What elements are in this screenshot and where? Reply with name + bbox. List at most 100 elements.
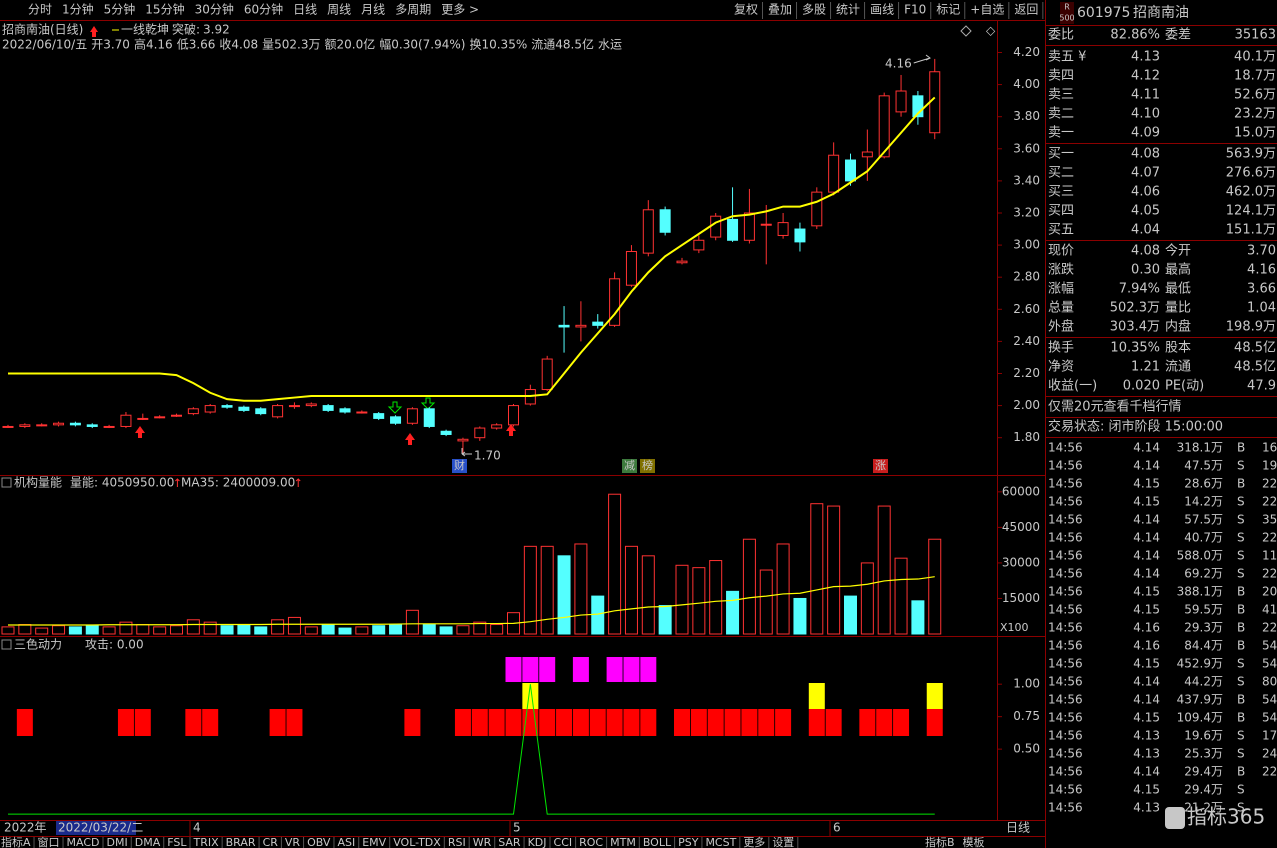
tick-count: 22 <box>1262 477 1277 491</box>
order-price: 4.09 <box>1131 126 1160 141</box>
volume-bar <box>844 595 857 635</box>
indicator-tab[interactable]: OBV <box>307 836 331 848</box>
event-badge[interactable] <box>622 459 637 473</box>
indicator-tab[interactable]: KDJ <box>528 836 547 848</box>
candle-body <box>457 438 469 442</box>
indicator-tab[interactable]: 窗口 <box>38 835 60 848</box>
period-label[interactable]: 日线 <box>1006 821 1030 835</box>
volume-bar <box>338 627 352 635</box>
event-badge[interactable] <box>452 459 467 473</box>
close-icon[interactable]: ◇ <box>986 24 996 38</box>
toolbar-button[interactable]: 15分钟 <box>145 2 184 17</box>
candle-body <box>811 191 823 227</box>
indicator-tab[interactable]: VOL-TDX <box>393 836 441 848</box>
toolbar-button[interactable]: 多股 <box>802 3 826 17</box>
red-block <box>893 709 910 736</box>
toolbar-button[interactable]: F10 <box>904 3 926 17</box>
indicator-tab[interactable]: SAR <box>498 836 521 848</box>
indicator-tab[interactable]: PSY <box>678 836 699 848</box>
tab-button[interactable]: 指标B <box>925 835 955 848</box>
indicator-tab[interactable]: FSL <box>167 836 187 848</box>
event-badge[interactable] <box>640 459 655 473</box>
breakout-value: 3.92 <box>203 23 230 37</box>
toolbar-button[interactable]: 日线 <box>293 3 317 17</box>
indicator-tab[interactable]: 设置 <box>772 836 794 848</box>
toolbar-button[interactable]: 返回 <box>1014 3 1038 17</box>
volume-bar <box>35 627 49 635</box>
candle-body <box>508 405 519 426</box>
toolbar-button[interactable]: 5分钟 <box>104 2 136 17</box>
event-label[interactable]: 榜 <box>642 458 653 472</box>
candle-body <box>171 414 182 417</box>
red-block <box>808 709 825 736</box>
promo-link[interactable]: 仅需20元查看千档行情 <box>1048 399 1182 415</box>
candle-body <box>541 358 553 391</box>
event-badge[interactable] <box>873 459 888 473</box>
tick-count: 41 <box>1262 603 1277 617</box>
quote-label: 流通 <box>1165 360 1191 375</box>
toolbar-button[interactable]: 月线 <box>361 3 385 17</box>
red-block <box>404 709 421 736</box>
toolbar-button[interactable]: 30分钟 <box>195 2 234 17</box>
toolbar-button[interactable]: 更多 > <box>441 3 479 17</box>
indicator-tab[interactable]: ROC <box>579 836 603 848</box>
tick-price: 4.14 <box>1133 441 1160 455</box>
tick-count: 54 <box>1262 693 1277 707</box>
toolbar-button[interactable]: 60分钟 <box>244 2 283 17</box>
toolbar-button[interactable]: 多周期 <box>395 3 431 17</box>
tick-price: 4.13 <box>1133 801 1160 815</box>
toolbar-button[interactable]: 标记 <box>936 3 960 17</box>
indicator-tab[interactable]: CR <box>263 836 279 848</box>
indicator-tab[interactable]: BOLL <box>643 836 672 848</box>
indicator-tab[interactable]: 更多 <box>743 835 765 848</box>
indicator-tab[interactable]: WR <box>473 836 492 848</box>
volume-bar <box>540 545 554 635</box>
red-block <box>707 709 724 736</box>
tick-price: 4.15 <box>1133 657 1160 671</box>
order-price: 4.06 <box>1131 185 1160 200</box>
red-block <box>16 709 33 736</box>
indicator-tab[interactable]: BRAR <box>226 836 256 848</box>
indicator-tab[interactable]: DMA <box>135 836 161 848</box>
tick-price: 4.15 <box>1133 477 1160 491</box>
toolbar-button[interactable]: 叠加 <box>768 3 792 17</box>
toolbar-button[interactable]: +自选 <box>970 3 1004 17</box>
order-volume: 124.1万 <box>1226 204 1276 219</box>
tick-count: 54 <box>1262 711 1277 725</box>
event-label[interactable]: 涨 <box>875 459 886 472</box>
event-label[interactable]: 减 <box>624 459 635 472</box>
indicator-tab[interactable]: RSI <box>448 836 466 848</box>
indicator-tab[interactable]: DMI <box>107 836 128 848</box>
tick-side: B <box>1237 711 1245 725</box>
tick-time: 14:56 <box>1048 729 1083 743</box>
indicator-tab[interactable]: MTM <box>610 836 636 848</box>
order-label: 买三 <box>1048 185 1074 200</box>
red-block <box>539 709 556 736</box>
indicator-tab[interactable]: MCST <box>705 836 736 848</box>
indicator-tab[interactable]: EMV <box>362 836 386 848</box>
toolbar-button[interactable]: 画线 <box>870 3 894 17</box>
indicator-tab[interactable]: VR <box>285 836 301 848</box>
volume-bar <box>574 543 588 635</box>
info-item: 流通48.5亿 <box>531 37 594 52</box>
indicator-tab[interactable]: ASI <box>337 836 355 848</box>
candle-body <box>19 424 31 427</box>
toolbar-button[interactable]: 复权 <box>734 3 758 17</box>
candle-body <box>69 422 81 426</box>
toolbar-button[interactable]: 1分钟 <box>62 2 94 17</box>
toolbar-button[interactable]: 分时 <box>28 3 52 17</box>
indicator-tab[interactable]: CCI <box>554 836 573 848</box>
indicator-tab[interactable]: 指标A <box>1 835 31 848</box>
volume-bar <box>911 600 925 635</box>
tab-button[interactable]: 模板 <box>963 835 985 848</box>
red-block <box>876 709 893 736</box>
quote-value: 4.16 <box>1247 263 1276 278</box>
tick-volume: 109.4万 <box>1177 711 1223 725</box>
indicator-tab[interactable]: TRIX <box>192 836 219 848</box>
indicator-tab[interactable]: MACD <box>67 836 100 848</box>
event-label[interactable]: 财 <box>454 458 465 472</box>
toolbar-button[interactable]: 统计 <box>836 3 860 17</box>
tick-time: 14:56 <box>1048 549 1083 563</box>
volume-bar <box>894 557 908 635</box>
toolbar-button[interactable]: 周线 <box>327 3 351 17</box>
